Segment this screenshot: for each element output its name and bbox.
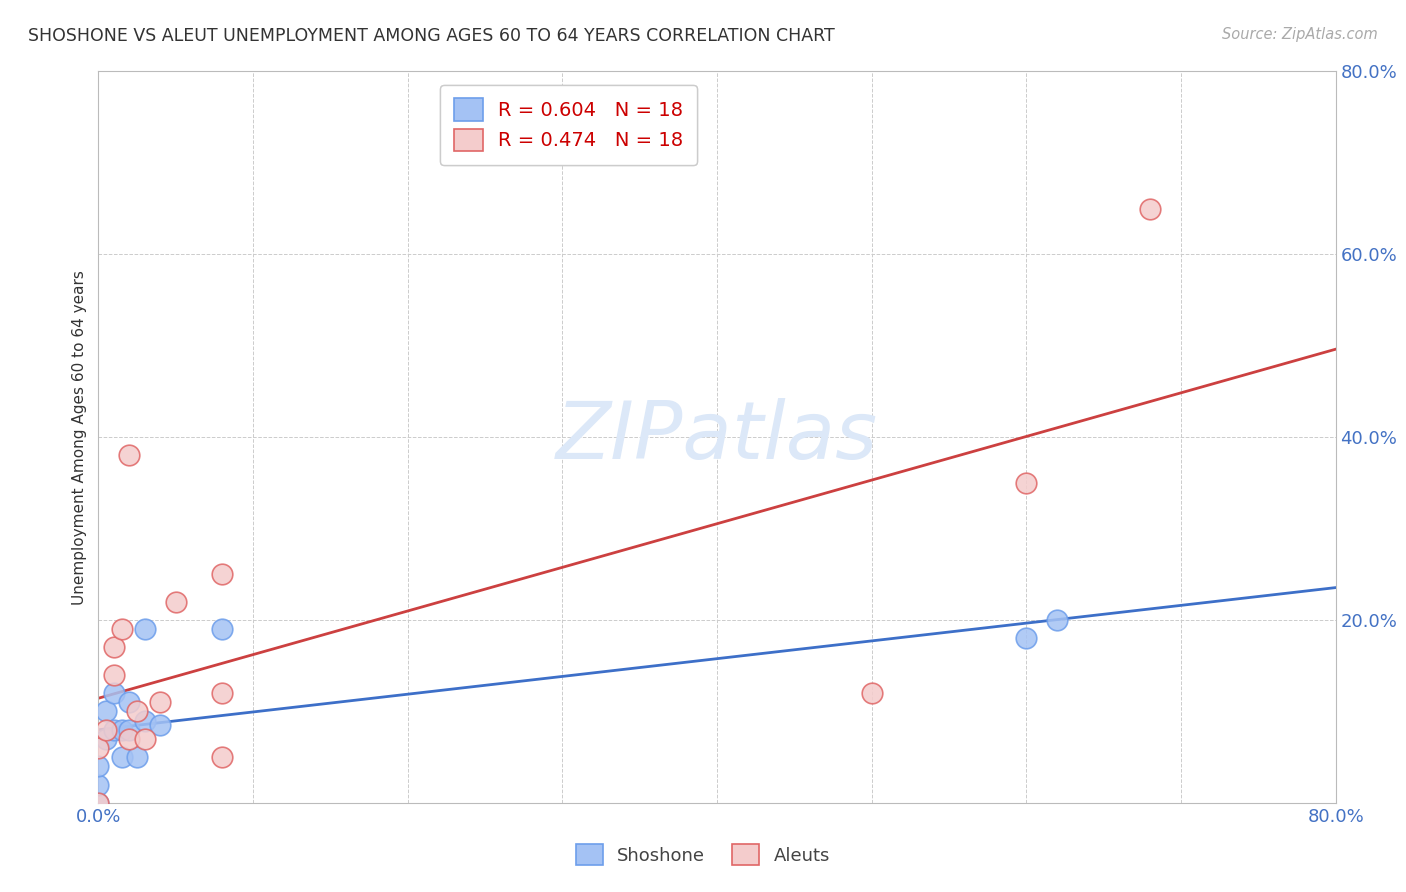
Point bbox=[118, 695, 141, 709]
Point bbox=[211, 622, 233, 636]
Point bbox=[211, 686, 233, 700]
Point bbox=[1046, 613, 1069, 627]
Point bbox=[87, 777, 110, 792]
Point bbox=[1015, 632, 1038, 646]
Point bbox=[211, 567, 233, 582]
Point bbox=[96, 723, 118, 737]
Point bbox=[1139, 202, 1161, 216]
Point bbox=[149, 718, 172, 732]
Point bbox=[103, 686, 125, 700]
Point bbox=[87, 759, 110, 773]
Point bbox=[96, 705, 118, 719]
Point bbox=[103, 640, 125, 655]
Point bbox=[87, 796, 110, 810]
Text: SHOSHONE VS ALEUT UNEMPLOYMENT AMONG AGES 60 TO 64 YEARS CORRELATION CHART: SHOSHONE VS ALEUT UNEMPLOYMENT AMONG AGE… bbox=[28, 27, 835, 45]
Point bbox=[111, 723, 132, 737]
Point bbox=[103, 667, 125, 681]
Point bbox=[1015, 475, 1038, 490]
Point bbox=[860, 686, 883, 700]
Point bbox=[118, 723, 141, 737]
Point bbox=[134, 622, 156, 636]
Point bbox=[211, 750, 233, 764]
Point bbox=[118, 731, 141, 746]
Point bbox=[127, 750, 149, 764]
Point bbox=[96, 731, 118, 746]
Point bbox=[149, 695, 172, 709]
Point bbox=[87, 796, 110, 810]
Point bbox=[127, 705, 149, 719]
Point bbox=[134, 714, 156, 728]
Text: Source: ZipAtlas.com: Source: ZipAtlas.com bbox=[1222, 27, 1378, 42]
Y-axis label: Unemployment Among Ages 60 to 64 years: Unemployment Among Ages 60 to 64 years bbox=[72, 269, 87, 605]
Point bbox=[87, 740, 110, 755]
Text: ZIPatlas: ZIPatlas bbox=[555, 398, 879, 476]
Point bbox=[103, 723, 125, 737]
Legend: R = 0.604   N = 18, R = 0.474   N = 18: R = 0.604 N = 18, R = 0.474 N = 18 bbox=[440, 85, 697, 165]
Point bbox=[165, 594, 187, 608]
Legend: Shoshone, Aleuts: Shoshone, Aleuts bbox=[567, 835, 839, 874]
Point bbox=[118, 449, 141, 463]
Point bbox=[111, 622, 132, 636]
Point bbox=[134, 731, 156, 746]
Point bbox=[111, 750, 132, 764]
